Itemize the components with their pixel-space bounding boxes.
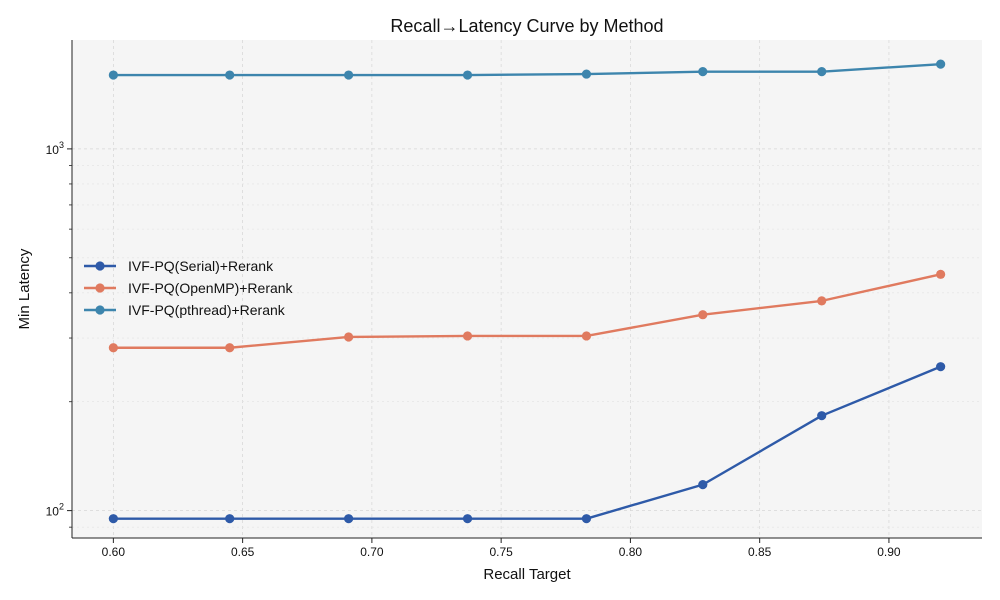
y-tick-exponent: 3 (59, 140, 64, 150)
legend-marker-1 (95, 261, 105, 271)
data-point-series-3 (344, 70, 354, 80)
data-point-series-1 (817, 411, 827, 421)
x-tick-label: 0.60 (102, 545, 126, 559)
data-point-series-2 (108, 343, 118, 353)
data-point-series-3 (462, 70, 473, 80)
series-line-3 (113, 62, 941, 77)
legend-label-1: IVF-PQ(Serial)+Rerank (128, 258, 274, 274)
data-point-series-2 (344, 332, 354, 342)
data-point-series-3 (936, 59, 946, 69)
grid (72, 40, 982, 538)
x-axis-ticks: 0.60 0.65 0.70 0.75 0.80 0.85 0.90 (102, 538, 901, 559)
legend-label-3: IVF-PQ(pthread)+Rerank (128, 302, 286, 318)
x-tick-label: 0.65 (231, 545, 255, 559)
chart-title: Recall→Latency Curve by Method (390, 16, 663, 36)
legend: IVF-PQ(Serial)+Rerank IVF-PQ(OpenMP)+Rera… (84, 258, 294, 318)
data-point-series-3 (581, 69, 592, 79)
data-point-series-1 (581, 514, 592, 524)
y-tick-base: 10 (46, 505, 60, 519)
data-point-series-1 (462, 514, 473, 524)
data-point-series-2 (698, 310, 708, 320)
data-point-series-2 (462, 331, 473, 341)
data-point-series-1 (108, 514, 118, 524)
series-group (108, 59, 946, 524)
series-line-1 (113, 365, 942, 520)
data-point-series-3 (225, 70, 235, 80)
data-point-series-2 (225, 343, 235, 353)
y-tick-exponent: 2 (59, 502, 64, 512)
x-tick-label: 0.70 (360, 545, 384, 559)
x-tick-label: 0.90 (877, 545, 901, 559)
data-point-series-1 (225, 514, 235, 524)
data-point-series-2 (936, 269, 946, 279)
data-point-series-2 (581, 331, 592, 341)
data-point-series-2 (817, 296, 827, 306)
y-tick-label: 103 (46, 140, 64, 157)
legend-label-2: IVF-PQ(OpenMP)+Rerank (128, 280, 294, 296)
x-tick-label: 0.75 (489, 545, 513, 559)
x-axis-label: Recall Target (483, 566, 571, 583)
x-tick-label: 0.85 (748, 545, 772, 559)
data-point-series-1 (344, 514, 354, 524)
legend-marker-3 (95, 305, 105, 315)
data-point-series-1 (936, 362, 946, 372)
x-tick-label: 0.80 (619, 545, 643, 559)
data-point-series-3 (817, 67, 827, 77)
legend-marker-2 (95, 283, 105, 293)
data-point-series-1 (698, 480, 708, 490)
y-tick-base: 10 (46, 143, 60, 157)
y-tick-label: 102 (46, 502, 64, 519)
plot-background (72, 40, 982, 538)
data-point-series-3 (108, 70, 118, 80)
series-line-2 (113, 273, 941, 349)
y-axis-label: Min Latency (16, 248, 33, 329)
data-point-series-3 (698, 67, 708, 77)
